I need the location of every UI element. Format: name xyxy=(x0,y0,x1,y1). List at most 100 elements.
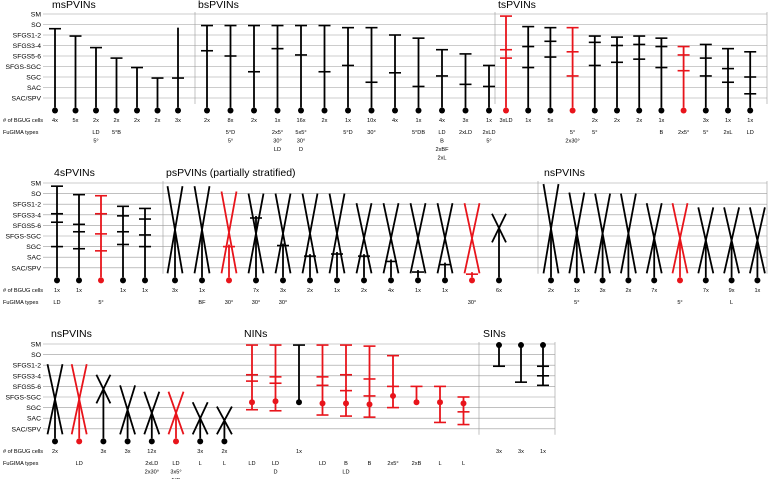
layer-label: SFGS3-4 xyxy=(13,43,42,50)
cell-bar: 2x xyxy=(131,66,143,124)
cell-count: 1x xyxy=(142,288,148,294)
soma-dot xyxy=(345,107,351,114)
cell-type: 5°B xyxy=(112,130,121,136)
cell-type: B xyxy=(660,130,664,136)
cell-nin: B xyxy=(363,345,376,467)
cell-bar: 5° xyxy=(95,194,107,306)
cell-count: 1x xyxy=(442,288,448,294)
soma-dot xyxy=(361,277,367,284)
cell-x: 2x xyxy=(46,363,64,455)
cell-x: 1x BF xyxy=(193,186,211,306)
cell-bar: 1x xyxy=(117,205,129,294)
panel-nin: NINs LD LD D 1x LD B LD B 2x5° 2xB L L xyxy=(241,328,480,475)
soma-dot xyxy=(251,107,257,114)
layer-label: SAC/SPV xyxy=(12,96,42,103)
soma-dot xyxy=(460,400,467,407)
panel-title: 4sPVINs xyxy=(54,167,95,179)
soma-dot xyxy=(134,107,140,114)
cell-count: 7x xyxy=(253,288,259,294)
panel-title: msPVINs xyxy=(52,0,96,11)
cell-xbar: 1x xyxy=(409,202,427,294)
soma-dot xyxy=(725,107,731,114)
soma-dot xyxy=(343,400,349,407)
soma-dot xyxy=(680,107,687,114)
cell-count: 3x xyxy=(280,288,286,294)
cell-count: 2x xyxy=(251,118,257,124)
soma-dot xyxy=(172,277,178,284)
soma-dot xyxy=(173,438,179,445)
cell-count: 2x xyxy=(636,118,642,124)
soma-dot xyxy=(469,277,475,284)
soma-dot xyxy=(548,277,554,284)
soma-dot xyxy=(76,277,82,284)
cell-count: 2x xyxy=(361,288,367,294)
cell-type: 2xB xyxy=(412,461,422,467)
soma-dot xyxy=(124,438,131,445)
panel-ms: msPVINs SM SO SFGS1-2 SFGS3-4 SFGS5-6 SFGS-SGC… xyxy=(3,0,196,145)
soma-dot xyxy=(253,277,259,284)
soma-dot xyxy=(392,107,398,114)
soma-dot xyxy=(227,107,234,114)
cell-bar: 2x xyxy=(633,35,646,124)
cell-count: 3x xyxy=(175,118,181,124)
cell-type: LD xyxy=(172,461,179,467)
cell-sin: 3x xyxy=(515,342,527,455)
soma-dot xyxy=(319,400,326,407)
soma-dot xyxy=(221,438,228,445)
cell-bar: 3x 2xLD xyxy=(459,53,472,136)
cell-bar: 3x 5° xyxy=(699,43,712,136)
cell-bar: 2x LD 5° xyxy=(90,46,102,145)
cell-count: 3x xyxy=(703,118,709,124)
cell-bar: 16x 5x5° 30° D xyxy=(295,24,307,153)
panel-title: nsPVINs xyxy=(544,167,585,179)
cell-nin: L xyxy=(457,396,470,467)
cell-type: L xyxy=(223,461,226,467)
cell-type: 5° xyxy=(592,130,597,136)
layer-label: SAC/SPV xyxy=(12,426,42,433)
cell-bar: 3x xyxy=(172,27,184,124)
cell-type: 2x30° xyxy=(565,139,579,145)
crossing-neurites xyxy=(301,193,319,274)
crossing-neurites xyxy=(328,193,346,274)
soma-dot xyxy=(298,107,304,114)
cell-bar: 5x xyxy=(69,35,82,124)
cell-bar: 1x LD xyxy=(51,185,63,306)
soma-dot xyxy=(658,107,665,114)
soma-dot xyxy=(52,438,58,445)
soma-dot xyxy=(442,277,448,284)
soma-dot xyxy=(98,277,104,284)
layer-label: SFGS-SGC xyxy=(6,64,42,71)
soma-dot xyxy=(93,107,99,114)
layer-label: SFGS-SGC xyxy=(6,234,42,241)
layer-label: SO xyxy=(31,352,41,359)
cell-bar: 8x 5°D 5° xyxy=(224,24,237,145)
cell-type: D xyxy=(299,147,303,153)
cell-count: 3x xyxy=(463,118,469,124)
cell-type: 5° xyxy=(228,139,233,145)
cell-type: 5° xyxy=(703,130,708,136)
cell-type: LD xyxy=(274,147,281,153)
layer-label: SFGS5-6 xyxy=(13,223,42,230)
cell-count: 1x xyxy=(574,288,580,294)
cell-type: 2x5° xyxy=(272,130,283,136)
soma-dot xyxy=(415,107,422,114)
soma-dot xyxy=(142,277,148,284)
cell-x: 1x xyxy=(749,207,766,294)
cell-type: LD xyxy=(747,130,754,136)
cell-type: LD xyxy=(272,461,279,467)
cell-type: B xyxy=(440,139,444,145)
cell-count: 1x xyxy=(486,118,492,124)
cell-count: 7x xyxy=(651,288,657,294)
cell-x: 1x 5° xyxy=(568,192,586,306)
layer-label: SFGS5-6 xyxy=(13,384,42,391)
cell-x: LD xyxy=(70,363,88,467)
cell-count: 3xLD xyxy=(499,118,512,124)
layer-label: SAC/SPV xyxy=(12,265,42,272)
cell-count: 3x xyxy=(125,449,131,455)
cell-type: 5° xyxy=(93,139,98,145)
cell-bar: 4x xyxy=(49,27,61,124)
crossing-neurites xyxy=(463,202,481,274)
cell-type: 5°B xyxy=(171,478,180,479)
soma-dot xyxy=(636,107,643,114)
